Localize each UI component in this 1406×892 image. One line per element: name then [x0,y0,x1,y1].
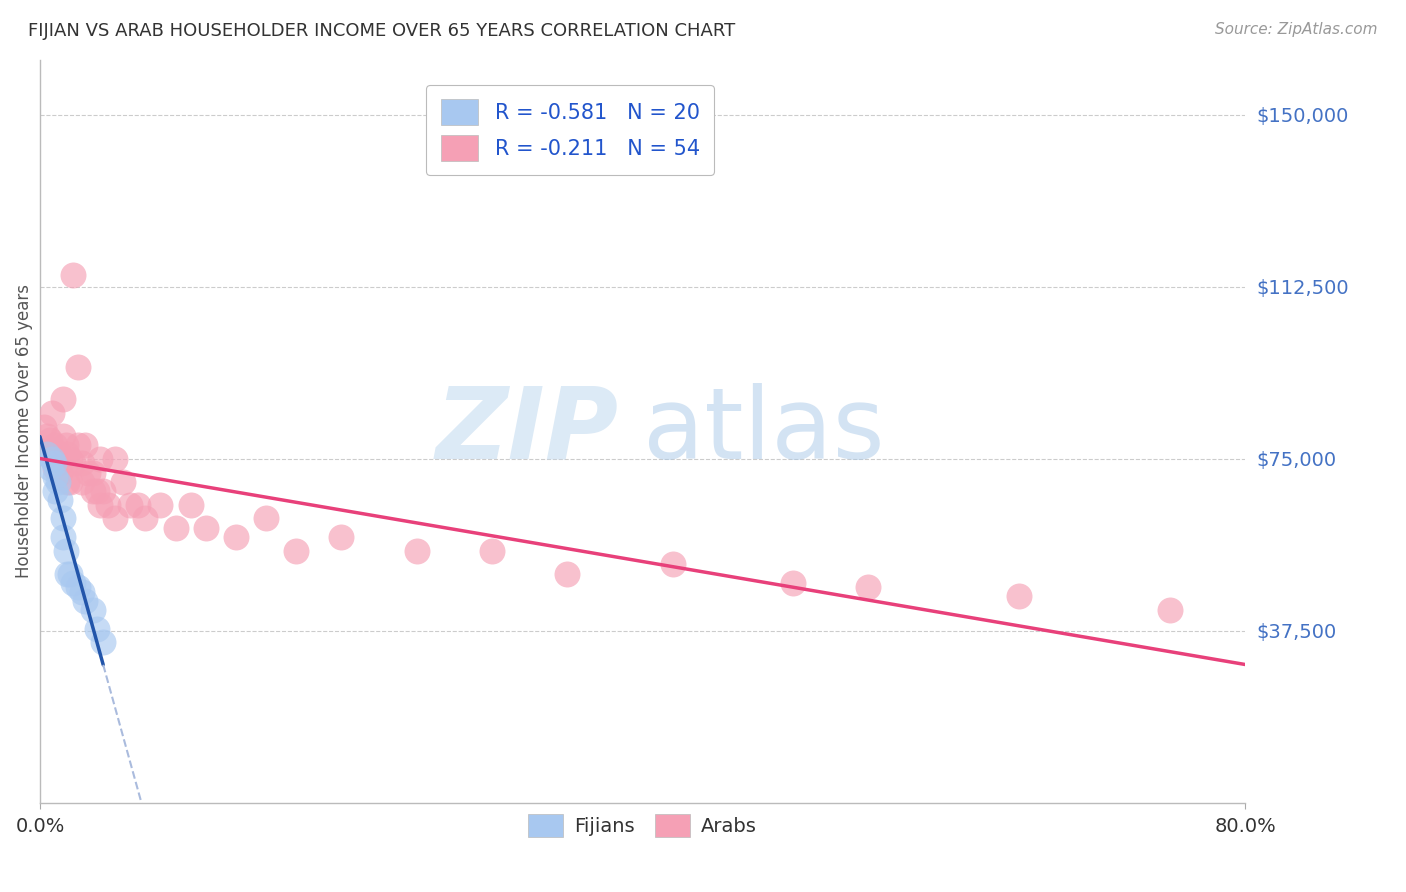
Point [66,438,89,452]
Point [37,429,59,443]
Point [77,466,100,480]
Point [62,268,84,283]
Y-axis label: Householder Income Over 65 years: Householder Income Over 65 years [15,285,32,578]
Text: Source: ZipAtlas.com: Source: ZipAtlas.com [1215,22,1378,37]
Point [82,603,104,617]
Point [82,466,104,480]
Text: FIJIAN VS ARAB HOUSEHOLDER INCOME OVER 65 YEARS CORRELATION CHART: FIJIAN VS ARAB HOUSEHOLDER INCOME OVER 6… [28,22,735,40]
Point [41,406,63,420]
Point [165,521,187,535]
Point [42,442,65,457]
Point [44,470,66,484]
Point [70,457,93,471]
Point [44,461,66,475]
Point [405,543,427,558]
Point [285,543,308,558]
Point [89,451,111,466]
Point [59,566,82,581]
Point [44,483,66,498]
Point [44,438,66,452]
Point [661,558,683,572]
Point [127,498,149,512]
Point [91,635,114,649]
Point [56,447,79,461]
Point [194,521,217,535]
Point [42,457,65,471]
Point [48,493,70,508]
Legend: Fijians, Arabs: Fijians, Arabs [520,806,765,846]
Point [104,511,127,525]
Point [56,475,79,489]
Point [120,498,142,512]
Point [51,530,73,544]
Point [70,475,93,489]
Point [46,475,69,489]
Point [39,434,62,448]
Text: atlas: atlas [643,383,884,480]
Point [48,466,70,480]
Point [86,622,108,636]
Point [134,511,156,525]
Point [330,530,353,544]
Point [51,511,73,525]
Point [59,451,82,466]
Point [56,566,79,581]
Point [180,498,202,512]
Point [62,575,84,590]
Point [62,457,84,471]
Point [39,461,62,475]
Point [51,392,73,406]
Point [59,475,82,489]
Point [55,438,77,452]
Point [89,498,111,512]
Point [254,511,277,525]
Point [149,498,172,512]
Point [104,451,127,466]
Point [555,566,578,581]
Point [34,419,56,434]
Point [481,543,503,558]
Text: ZIP: ZIP [436,383,619,480]
Point [111,475,134,489]
Point [75,438,97,452]
Point [41,451,63,466]
Point [46,457,69,471]
Point [82,483,104,498]
Point [97,498,120,512]
Point [91,483,114,498]
Point [51,451,73,466]
Point [75,594,97,608]
Point [86,483,108,498]
Point [37,447,59,461]
Point [70,585,93,599]
Point [66,359,89,374]
Point [55,543,77,558]
Point [858,580,880,594]
Point [1159,603,1181,617]
Point [66,580,89,594]
Point [782,575,804,590]
Point [1008,590,1031,604]
Point [51,429,73,443]
Point [225,530,247,544]
